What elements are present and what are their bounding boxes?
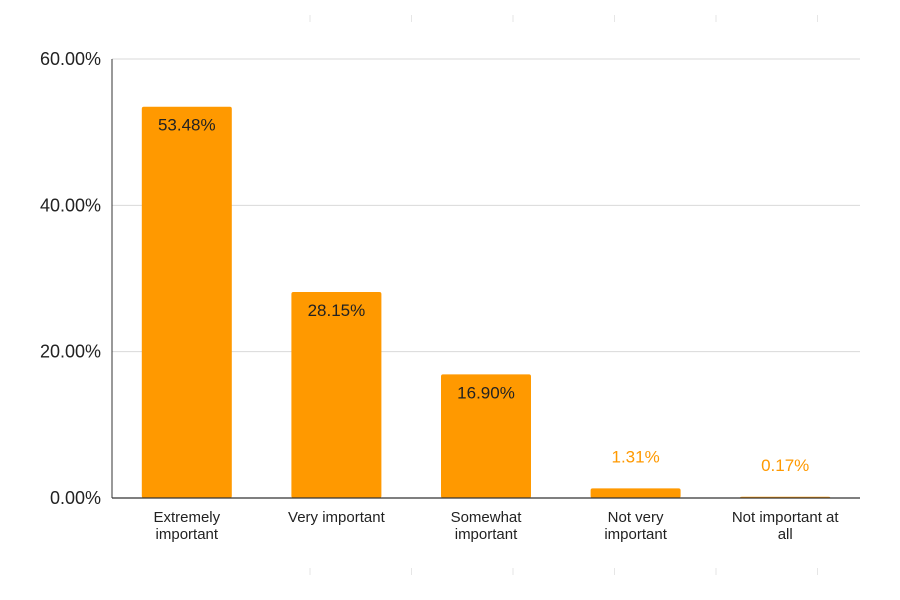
y-axis-ticks: 0.00% 20.00% 40.00% 60.00% [40, 49, 101, 508]
category-label: Not very important [604, 509, 667, 543]
y-tick-label: 60.00% [40, 49, 101, 69]
value-labels: 53.48% 28.15% 16.90% 1.31% 0.17% [158, 116, 809, 475]
y-tick-label: 40.00% [40, 195, 101, 215]
bar [141, 106, 232, 499]
category-label: Somewhat important [451, 509, 523, 543]
y-tick-label: 20.00% [40, 342, 101, 362]
gridlines [112, 58, 860, 353]
value-label: 1.31% [611, 447, 659, 466]
category-label: Very important [288, 509, 386, 526]
value-label: 0.17% [761, 456, 809, 475]
x-axis [111, 59, 860, 499]
faint-tick-marks [309, 15, 818, 575]
bars [141, 106, 831, 499]
y-tick-label: 0.00% [50, 488, 101, 508]
bar [291, 292, 382, 498]
bar [441, 374, 531, 498]
value-label: 28.15% [308, 301, 366, 320]
value-label: 53.48% [158, 116, 216, 135]
category-label: Not important at all [732, 509, 840, 543]
category-label: Extremely important [153, 509, 220, 543]
bar [590, 488, 681, 498]
category-labels: Extremely important Very important Somewhat… [153, 509, 839, 543]
value-label: 16.90% [457, 383, 515, 402]
